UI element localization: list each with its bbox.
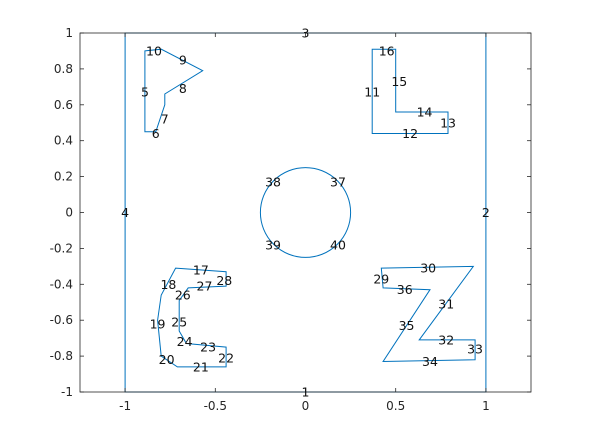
- shape-z-boundary: [380, 265, 476, 363]
- edge-label-19: 19: [150, 316, 166, 331]
- edge-label-1: 1: [302, 385, 310, 400]
- y-tick-label: 0.6: [54, 98, 73, 112]
- shape-l-boundary: [371, 48, 449, 134]
- x-tick-label: 0.5: [386, 399, 405, 413]
- edge-label-38: 38: [265, 174, 281, 189]
- edge-label-2: 2: [482, 205, 490, 220]
- edge-label-11: 11: [364, 85, 380, 100]
- y-tick-label: -0.8: [50, 349, 73, 363]
- edge-label-32: 32: [438, 332, 454, 347]
- y-tick-label: -0.2: [50, 241, 73, 255]
- shape-c-boundary: [157, 267, 227, 368]
- circle-boundary: [259, 167, 352, 258]
- edge-label-4: 4: [121, 205, 129, 220]
- edge-label-9: 9: [179, 52, 187, 67]
- edge-label-34: 34: [422, 354, 438, 369]
- y-tick-label: 0.2: [54, 170, 73, 184]
- edge-label-15: 15: [391, 74, 407, 89]
- edge-label-25: 25: [171, 314, 187, 329]
- edge-label-7: 7: [161, 112, 169, 127]
- edge-label-27: 27: [197, 279, 213, 294]
- edge-label-24: 24: [177, 334, 193, 349]
- edge-label-13: 13: [440, 115, 456, 130]
- y-tick-label: -1: [61, 385, 73, 399]
- edge-label-28: 28: [216, 273, 232, 288]
- edge-label-21: 21: [193, 359, 209, 374]
- y-tick-label: -0.6: [50, 313, 73, 327]
- y-axis-ticks: 1 0.8 0.6 0.4 0.2 0 -0.2 -0.4 -0.6 -0.8 -1: [50, 26, 531, 399]
- y-tick-label: -0.4: [50, 277, 73, 291]
- y-tick-label: 0.4: [54, 134, 73, 148]
- shape-p-boundary: [144, 48, 204, 133]
- edge-label-33: 33: [467, 341, 483, 356]
- edge-label-10: 10: [146, 43, 162, 58]
- edge-label-29: 29: [373, 271, 389, 286]
- edge-label-17: 17: [193, 262, 209, 277]
- edge-label-16: 16: [379, 43, 395, 58]
- y-tick-label: 1: [65, 26, 73, 40]
- edge-label-40: 40: [330, 237, 346, 252]
- edge-label-37: 37: [330, 174, 346, 189]
- x-tick-label: -0.5: [204, 399, 227, 413]
- edge-label-35: 35: [399, 318, 415, 333]
- edge-label-30: 30: [420, 261, 436, 276]
- edge-label-14: 14: [417, 104, 433, 119]
- edge-label-5: 5: [141, 85, 149, 100]
- edge-label-18: 18: [160, 277, 176, 292]
- edge-label-36: 36: [397, 282, 413, 297]
- edge-label-22: 22: [218, 350, 234, 365]
- edge-label-31: 31: [438, 297, 454, 312]
- edge-label-3: 3: [302, 26, 310, 41]
- x-axis-ticks: -1 -0.5 0 0.5 1: [119, 33, 490, 413]
- y-tick-label: 0.8: [54, 62, 73, 76]
- edge-label-6: 6: [152, 126, 160, 141]
- edge-label-12: 12: [402, 126, 418, 141]
- x-tick-label: 0: [302, 399, 310, 413]
- edge-label-20: 20: [159, 352, 175, 367]
- edge-label-23: 23: [200, 340, 216, 355]
- edge-label-26: 26: [175, 288, 191, 303]
- x-tick-label: -1: [119, 399, 131, 413]
- edge-label-8: 8: [179, 81, 187, 96]
- edge-label-39: 39: [265, 237, 281, 252]
- y-tick-label: 0: [65, 206, 73, 220]
- x-tick-label: 1: [482, 399, 490, 413]
